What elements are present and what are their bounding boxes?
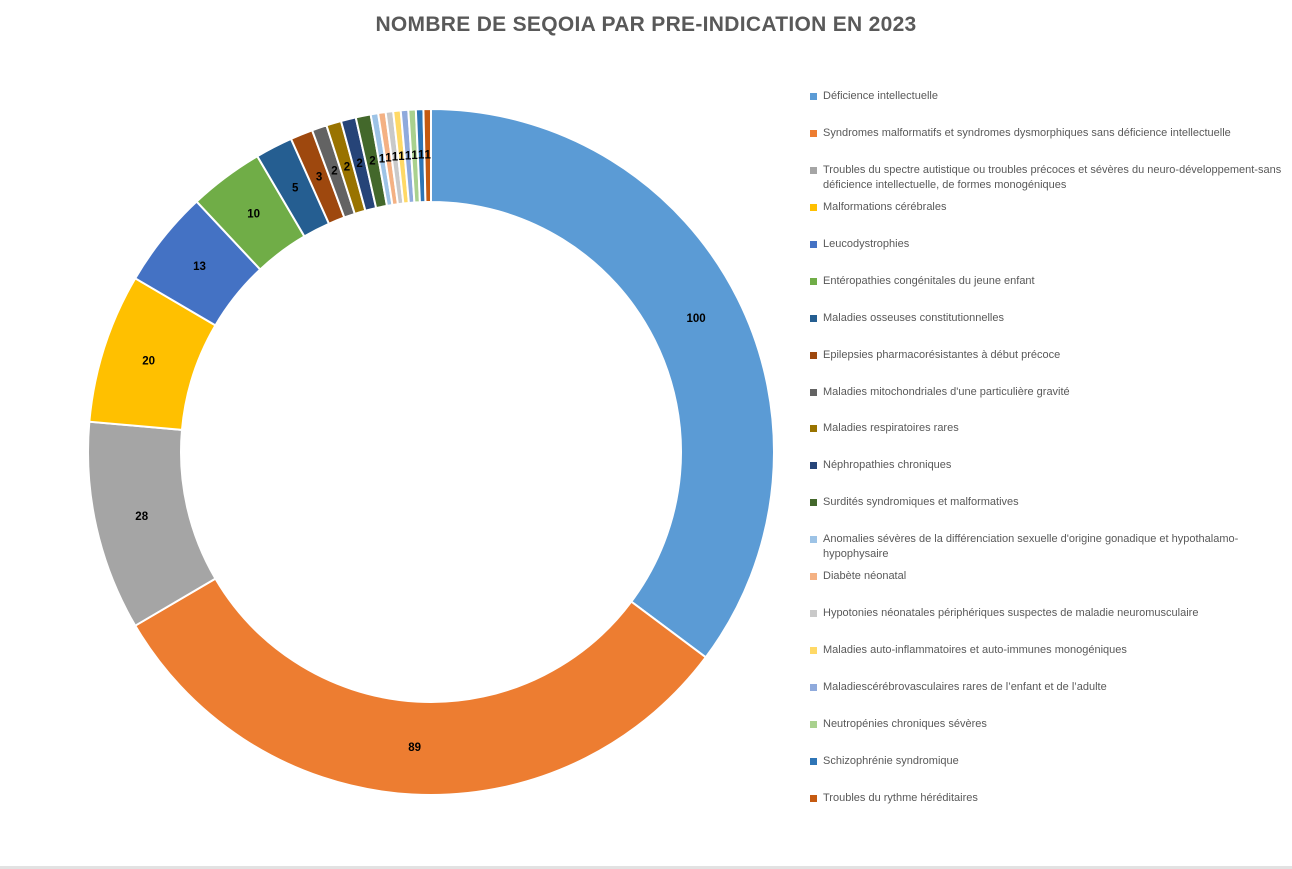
legend-swatch-icon <box>810 129 817 137</box>
legend-item-1[interactable]: Déficience intellectuelle <box>810 89 1288 126</box>
legend-swatch-icon <box>810 684 817 691</box>
legend-label: Maladies mitochondriales d'une particuli… <box>823 385 1070 398</box>
legend-item-3[interactable]: Troubles du spectre autistique ou troubl… <box>810 163 1288 200</box>
segment-value-label-9: 2 <box>331 166 337 178</box>
legend-label: Leucodystrophies <box>823 237 910 250</box>
segment-value-label-16: 1 <box>398 151 405 163</box>
segment-value-label-6: 10 <box>247 209 260 221</box>
window-edge-strip <box>0 866 1292 869</box>
legend-swatch-icon <box>810 425 817 433</box>
legend-item-7[interactable]: Maladies osseuses constitutionnelles <box>810 311 1288 348</box>
legend-item-4[interactable]: Malformations cérébrales <box>810 200 1288 237</box>
segment-value-label-4: 20 <box>142 356 155 368</box>
legend-item-15[interactable]: Hypotonies néonatales périphériques susp… <box>810 606 1288 643</box>
legend-swatch-icon <box>810 573 817 581</box>
legend-label: Néphropathies chroniques <box>823 459 952 472</box>
segment-value-label-14: 1 <box>385 153 392 165</box>
chart-title: NOMBRE DE SEQOIA PAR PRE-INDICATION EN 2… <box>375 13 917 36</box>
segment-value-label-18: 1 <box>411 150 418 162</box>
legend-item-5[interactable]: Leucodystrophies <box>810 237 1288 274</box>
legend-label: Maladiescérébrovasculaires rares de l’en… <box>823 681 1107 693</box>
legend-item-9[interactable]: Maladies mitochondriales d'une particuli… <box>810 385 1288 422</box>
segment-value-label-19: 1 <box>418 150 425 162</box>
legend-swatch-icon <box>810 203 817 211</box>
legend-swatch-icon <box>810 93 817 100</box>
legend-swatch-icon <box>810 536 817 544</box>
donut-segment-2[interactable] <box>133 577 708 796</box>
legend-swatch-icon <box>810 757 817 765</box>
legend-swatch-icon <box>810 720 817 728</box>
legend-label: Maladies respiratoires rares <box>823 422 959 435</box>
legend-label: Schizophrénie syndromique <box>823 754 959 767</box>
legend-item-10[interactable]: Maladies respiratoires rares <box>810 421 1288 458</box>
segment-value-label-10: 2 <box>344 162 350 174</box>
segment-value-label-20: 1 <box>424 150 431 162</box>
segment-value-label-17: 1 <box>405 150 412 162</box>
legend-swatch-icon <box>810 277 817 285</box>
legend-label: Surdités syndromiques et malformatives <box>823 496 1019 509</box>
legend-label: Déficience intellectuelle <box>823 90 938 102</box>
segment-value-label-2: 89 <box>408 742 421 754</box>
legend-item-19[interactable]: Schizophrénie syndromique <box>810 754 1288 791</box>
segment-value-label-5: 13 <box>193 261 206 273</box>
legend-swatch-icon <box>810 499 817 507</box>
legend-item-14[interactable]: Diabète néonatal <box>810 569 1288 606</box>
legend-item-11[interactable]: Néphropathies chroniques <box>810 458 1288 495</box>
legend-swatch-icon <box>810 794 817 802</box>
segment-value-label-8: 3 <box>316 171 322 183</box>
segment-value-label-7: 5 <box>292 182 299 194</box>
legend-swatch-icon <box>810 166 817 174</box>
segment-value-label-15: 1 <box>392 152 399 164</box>
segment-value-label-12: 2 <box>369 155 375 167</box>
legend-label: Maladies osseuses constitutionnelles <box>823 311 1004 324</box>
donut-segment-20[interactable] <box>422 107 432 204</box>
legend-item-20[interactable]: Troubles du rythme héréditaires <box>810 791 1288 828</box>
legend-item-12[interactable]: Surdités syndromiques et malformatives <box>810 495 1288 532</box>
legend-label: Troubles du rythme héréditaires <box>823 791 978 804</box>
legend-label: Anomalies sévères de la différenciation … <box>823 533 1239 561</box>
segment-value-label-1: 100 <box>687 313 706 325</box>
legend-label: Syndromes malformatifs et syndromes dysm… <box>823 126 1231 139</box>
segment-value-label-11: 2 <box>356 158 362 170</box>
segment-value-label-3: 28 <box>135 511 148 523</box>
legend-item-16[interactable]: Maladies auto-inflammatoires et auto-imm… <box>810 643 1288 680</box>
legend-item-8[interactable]: Epilepsies pharmacorésistantes à début p… <box>810 348 1288 385</box>
segment-value-label-13: 1 <box>379 154 386 166</box>
legend-swatch-icon <box>810 314 817 322</box>
legend-item-18[interactable]: Neutropénies chroniques sévères <box>810 717 1288 754</box>
legend-swatch-icon <box>810 647 817 655</box>
legend-label: Troubles du spectre autistique ou troubl… <box>823 163 1282 191</box>
legend-swatch-icon <box>810 388 817 396</box>
legend-label: Diabète néonatal <box>823 570 907 583</box>
legend-label: Hypotonies néonatales périphériques susp… <box>823 607 1199 620</box>
legend-label: Epilepsies pharmacorésistantes à début p… <box>823 348 1061 361</box>
legend-label: Neutropénies chroniques sévères <box>823 717 987 730</box>
legend-swatch-icon <box>810 351 817 359</box>
legend-swatch-icon <box>810 240 817 248</box>
legend-swatch-icon <box>810 610 817 618</box>
legend-item-13[interactable]: Anomalies sévères de la différenciation … <box>810 532 1288 569</box>
legend-item-17[interactable]: Maladiescérébrovasculaires rares de l’en… <box>810 680 1288 717</box>
chart-legend: Déficience intellectuelle Syndromes malfo… <box>810 89 1288 828</box>
legend-label: Maladies auto-inflammatoires et auto-imm… <box>823 644 1127 657</box>
donut-segment-1[interactable] <box>430 107 775 659</box>
legend-label: Malformations cérébrales <box>823 200 947 213</box>
legend-swatch-icon <box>810 462 817 470</box>
legend-item-2[interactable]: Syndromes malformatifs et syndromes dysm… <box>810 126 1288 163</box>
legend-item-6[interactable]: Entéropathies congénitales du jeune enfa… <box>810 274 1288 311</box>
legend-label: Entéropathies congénitales du jeune enfa… <box>823 274 1035 287</box>
